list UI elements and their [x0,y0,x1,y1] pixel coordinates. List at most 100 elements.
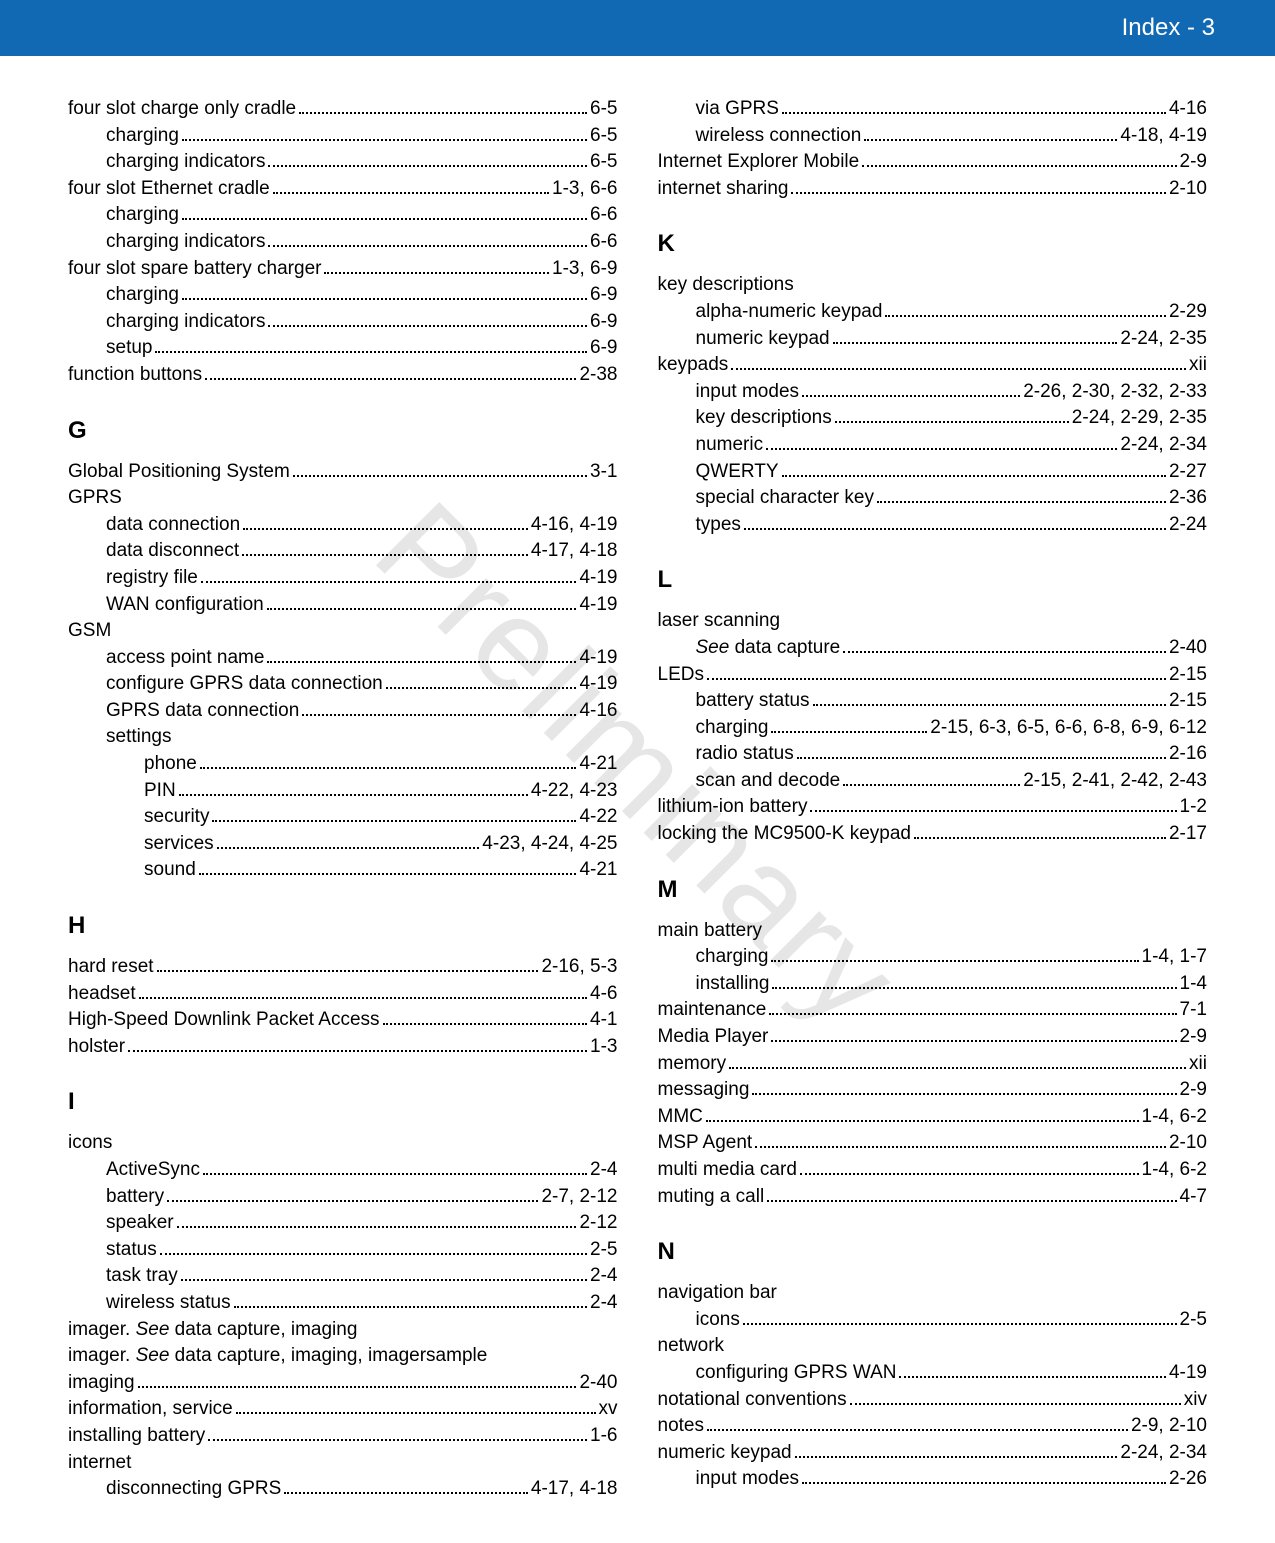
index-entry-label: numeric keypad [696,326,830,353]
index-entry: configure GPRS data connection4-19 [68,671,618,698]
leader-dots [862,165,1176,167]
index-entry-label: main battery [658,918,763,945]
leader-dots [885,315,1166,317]
index-entry-label: charging indicators [106,309,265,336]
leader-dots [167,1200,538,1202]
index-entry-label: MSP Agent [658,1130,753,1157]
index-entry-pages: 4-17, 4-18 [531,538,618,565]
index-entry-label: holster [68,1034,125,1061]
index-entry-label: battery status [696,688,810,715]
index-entry-label: locking the MC9500-K keypad [658,821,911,848]
index-entry-label: key descriptions [696,405,832,432]
index-entry-label: GPRS [68,485,122,512]
index-entry-label: GPRS data connection [106,698,299,725]
index-entry: special character key2-36 [658,485,1208,512]
index-entry-pages: 2-16 [1169,741,1207,768]
index-entry-label: setup [106,335,152,362]
leader-dots [208,1439,587,1441]
index-entry-label: QWERTY [696,459,779,486]
page-header: Index - 3 [0,0,1275,56]
index-entry: muting a call4-7 [658,1184,1208,1211]
leader-dots [766,448,1117,450]
index-entry-label: See data capture [696,635,841,662]
index-entry-label: laser scanning [658,608,781,635]
index-entry: configuring GPRS WAN4-19 [658,1360,1208,1387]
index-entry-pages: 6-9 [590,309,617,336]
index-entry: ActiveSync2-4 [68,1157,618,1184]
leader-dots [729,1067,1186,1069]
index-entry: function buttons2-38 [68,362,618,389]
leader-dots [212,820,576,822]
leader-dots [182,298,587,300]
index-entry: radio status2-16 [658,741,1208,768]
section-heading: I [68,1088,618,1116]
index-entry: headset4-6 [68,981,618,1008]
index-entry-pages: 1-3 [590,1034,617,1061]
leader-dots [899,1376,1165,1378]
index-entry: scan and decode2-15, 2-41, 2-42, 2-43 [658,768,1208,795]
leader-dots [203,1173,587,1175]
leader-dots [157,970,539,972]
section-heading: L [658,566,1208,594]
section-heading: H [68,912,618,940]
index-entry: installing battery1-6 [68,1423,618,1450]
index-entry-label: data disconnect [106,538,239,565]
index-entry-pages: 6-6 [590,229,617,256]
leader-dots [138,1386,577,1388]
leader-dots [802,395,1020,397]
index-entry: phone4-21 [68,751,618,778]
index-entry-pages: 2-5 [590,1237,617,1264]
leader-dots [236,1412,596,1414]
index-entry-pages: 4-19 [579,592,617,619]
index-entry-label: LEDs [658,662,704,689]
index-entry: numeric keypad 2-24, 2-35 [658,326,1208,353]
leader-dots [782,112,1166,114]
index-entry-pages: 4-21 [579,857,617,884]
index-entry-label: imager. See data capture, imaging [68,1317,357,1344]
leader-dots [800,1173,1139,1175]
index-entry-label: settings [106,724,171,751]
index-entry: charging indicators 6-9 [68,309,618,336]
index-entry-pages: 2-12 [579,1210,617,1237]
leader-dots [813,704,1166,706]
leader-dots [200,767,577,769]
index-entry-pages: 4-16 [1169,96,1207,123]
index-entry-label: data connection [106,512,240,539]
index-entry-pages: 2-24, 2-34 [1120,432,1207,459]
index-entry: charging6-6 [68,202,618,229]
index-entry: four slot charge only cradle6-5 [68,96,618,123]
index-entry: GPRS data connection4-16 [68,698,618,725]
index-entry-label: alpha-numeric keypad [696,299,883,326]
index-entry-label: speaker [106,1210,174,1237]
index-entry-label: messaging [658,1077,750,1104]
index-entry-label: wireless connection [696,123,862,150]
index-entry: input modes2-26, 2-30, 2-32, 2-33 [658,379,1208,406]
index-entry: via GPRS4-16 [658,96,1208,123]
index-entry-label: MMC [658,1104,703,1131]
leader-dots [268,325,587,327]
index-entry-label: charging indicators [106,149,265,176]
leader-dots [771,960,1138,962]
index-entry-pages: 1-3, 6-6 [552,176,617,203]
index-entry-pages: 2-16, 5-3 [541,954,617,981]
index-entry: internet sharing2-10 [658,176,1208,203]
leader-dots [383,1023,587,1025]
index-entry-label: scan and decode [696,768,841,795]
index-entry-pages: 2-24, 2-35 [1120,326,1207,353]
leader-dots [771,1040,1176,1042]
index-entry-label: muting a call [658,1184,765,1211]
right-column: via GPRS4-16wireless connection4-18, 4-1… [658,96,1208,1503]
leader-dots [810,810,1176,812]
index-entry-label: charging [106,282,179,309]
index-entry-pages: 2-26 [1169,1466,1207,1493]
index-entry-pages: 4-16, 4-19 [531,512,618,539]
index-entry: wireless connection4-18, 4-19 [658,123,1208,150]
index-entry: keypadsxii [658,352,1208,379]
leader-dots [772,987,1176,989]
index-entry-label: charging [696,944,769,971]
leader-dots [914,837,1166,839]
leader-dots [182,139,587,141]
index-entry: wireless status2-4 [68,1290,618,1317]
index-entry-label: input modes [696,1466,800,1493]
leader-dots [182,218,587,220]
